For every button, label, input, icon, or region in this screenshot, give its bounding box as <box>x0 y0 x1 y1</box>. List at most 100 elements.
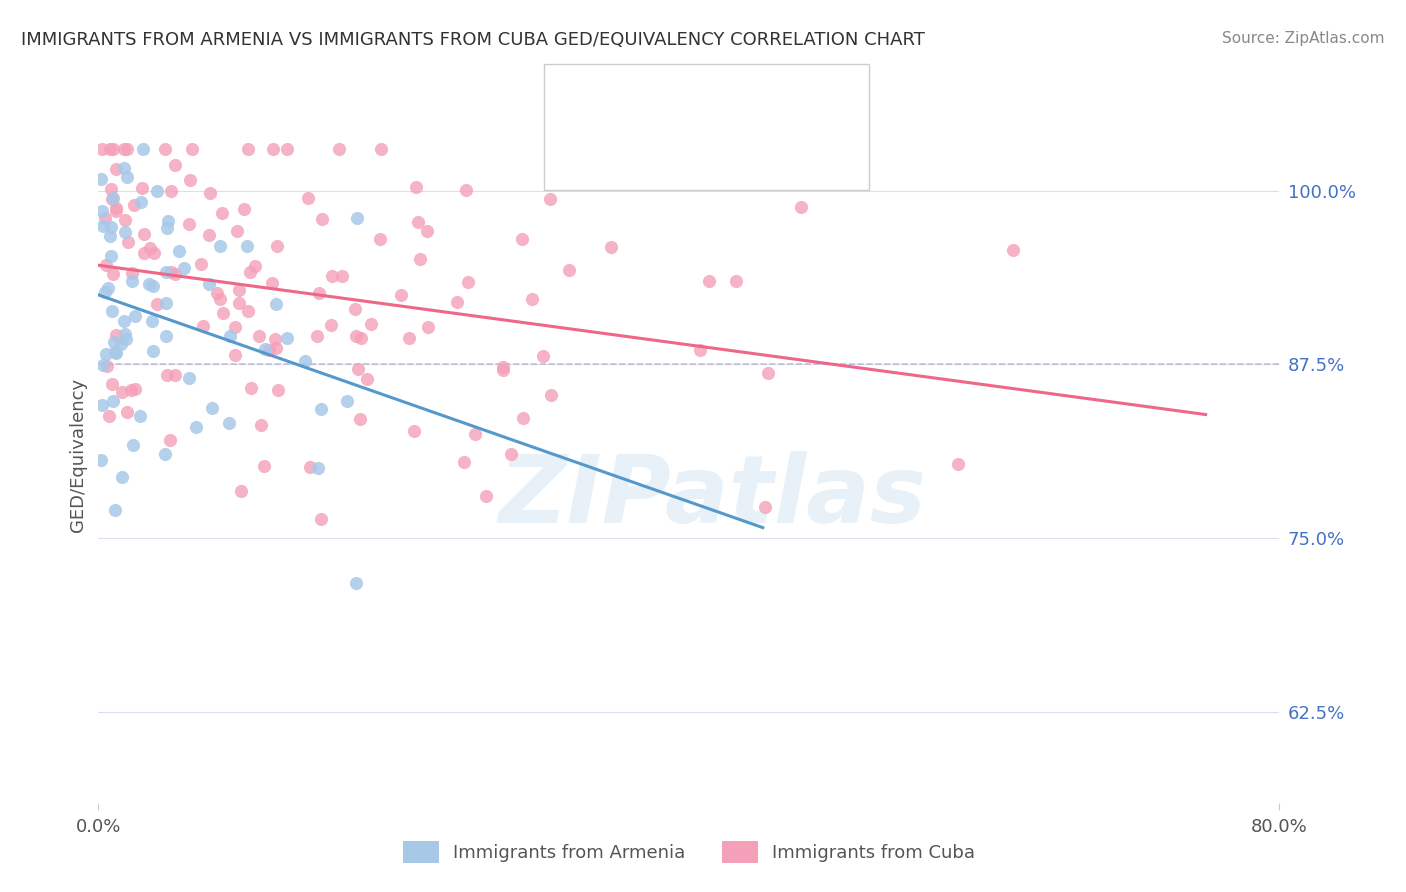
Point <box>101 267 124 281</box>
Point <box>103 334 125 349</box>
Point <box>97 281 120 295</box>
Point <box>120 384 142 398</box>
Point <box>520 293 543 307</box>
Point <box>307 461 329 475</box>
Point <box>276 142 298 156</box>
Point <box>224 319 246 334</box>
Point <box>132 227 155 242</box>
Point <box>499 447 522 461</box>
Point <box>360 317 382 331</box>
Point <box>112 161 135 175</box>
Point <box>200 186 222 201</box>
Point <box>138 277 160 292</box>
Point <box>309 512 332 526</box>
Point <box>219 329 242 343</box>
Point <box>117 235 139 250</box>
Point <box>491 360 513 375</box>
Point <box>105 204 128 219</box>
Point <box>253 342 276 356</box>
Point <box>344 301 367 316</box>
Point <box>145 296 167 310</box>
Point <box>540 388 562 402</box>
Legend: Immigrants from Armenia, Immigrants from Cuba: Immigrants from Armenia, Immigrants from… <box>395 834 983 871</box>
Point <box>404 424 426 438</box>
Point <box>110 336 132 351</box>
Point <box>197 228 219 243</box>
Point <box>177 217 200 231</box>
Point <box>100 182 122 196</box>
Point <box>294 353 316 368</box>
Point <box>446 294 468 309</box>
Point <box>96 258 118 272</box>
Point <box>209 292 232 306</box>
Point <box>1001 243 1024 257</box>
Point <box>114 226 136 240</box>
Point <box>142 343 165 358</box>
Point <box>90 398 112 412</box>
Point <box>163 368 186 382</box>
Point <box>475 489 498 503</box>
Point <box>299 460 322 475</box>
Point <box>101 142 124 156</box>
Point <box>131 181 153 195</box>
Point <box>117 404 139 418</box>
Point <box>191 318 214 333</box>
Point <box>165 267 187 281</box>
Point <box>160 184 183 198</box>
Point <box>389 288 412 302</box>
Point <box>132 142 155 156</box>
Point <box>238 304 260 318</box>
Text: Source: ZipAtlas.com: Source: ZipAtlas.com <box>1222 31 1385 46</box>
Point <box>356 371 378 385</box>
Point <box>409 252 432 266</box>
Point <box>157 214 180 228</box>
Point <box>754 500 776 514</box>
Point <box>257 343 280 357</box>
Point <box>228 284 250 298</box>
Point <box>155 264 177 278</box>
Point <box>115 142 138 156</box>
Point <box>165 157 187 171</box>
Point <box>599 240 621 254</box>
Point <box>124 382 146 396</box>
Point <box>228 296 250 310</box>
Point <box>211 206 233 220</box>
Point <box>98 409 121 423</box>
Point <box>697 274 720 288</box>
Point <box>309 401 332 416</box>
Point <box>332 268 354 283</box>
Point <box>179 173 201 187</box>
Point <box>344 576 367 591</box>
Point <box>232 202 254 216</box>
Y-axis label: GED/Equivalency: GED/Equivalency <box>69 378 87 532</box>
Point <box>262 142 284 156</box>
Point <box>558 262 581 277</box>
Point <box>405 179 427 194</box>
Point <box>689 343 711 358</box>
Point <box>105 346 128 360</box>
Point <box>263 332 285 346</box>
Point <box>141 314 163 328</box>
Point <box>101 192 124 206</box>
Point <box>134 246 156 260</box>
Point <box>104 328 127 343</box>
Point <box>349 330 371 344</box>
Point <box>179 370 201 384</box>
Point <box>121 274 143 288</box>
Text: R = -0.378   N = 125: R = -0.378 N = 125 <box>609 141 814 160</box>
Point <box>93 211 115 226</box>
Point <box>456 183 478 197</box>
Point <box>212 306 235 320</box>
Text: R = -0.013   N =   63: R = -0.013 N = 63 <box>609 87 814 106</box>
Point <box>184 420 207 434</box>
Point <box>218 416 240 430</box>
Point <box>311 211 333 226</box>
Point <box>201 401 224 415</box>
Point <box>321 269 343 284</box>
Point <box>100 249 122 263</box>
Point <box>266 239 288 253</box>
Point <box>756 366 779 380</box>
Point <box>90 204 112 219</box>
Point <box>225 224 247 238</box>
Point <box>153 142 176 156</box>
